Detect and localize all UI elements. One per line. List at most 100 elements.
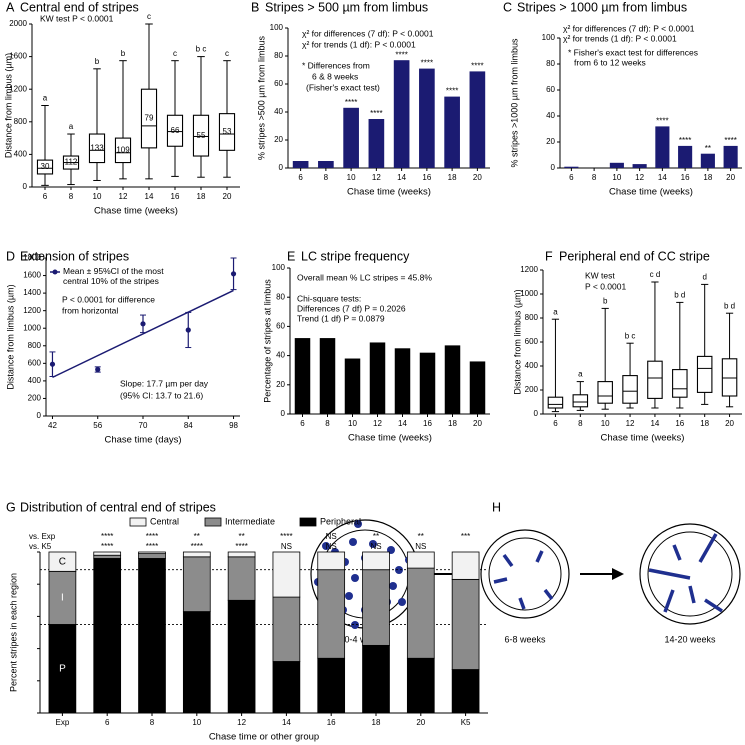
y-axis-label: Distance from limbus (µm)	[512, 289, 522, 394]
arrow-head	[612, 568, 624, 580]
annotation: P < 0.0001	[585, 281, 626, 291]
y-tick-label: 0	[551, 163, 556, 172]
bar-segment	[362, 569, 390, 646]
bar-segment	[272, 551, 301, 598]
y-tick-label: 400	[14, 150, 28, 159]
y-tick-label: 1200	[23, 306, 41, 315]
annotation: * Differences from	[302, 60, 370, 70]
point	[95, 366, 101, 373]
x-tick-label: 42	[48, 421, 57, 430]
group-letter: c	[225, 49, 229, 58]
significance: ****	[345, 98, 357, 107]
y-tick-label: 80	[276, 292, 285, 301]
box	[696, 355, 713, 393]
box	[88, 133, 106, 164]
x-tick-label: Exp	[56, 718, 70, 727]
group-letter: d	[702, 273, 706, 282]
y-tick-label: 20	[546, 137, 555, 146]
x-tick-label: 16	[681, 173, 690, 182]
box	[721, 358, 738, 397]
box	[547, 396, 564, 409]
y-axis-label: Percentage of stripes at limbus	[262, 279, 272, 403]
group-letter: b	[603, 297, 608, 306]
y-tick-label: 400	[525, 361, 539, 370]
x-tick-label: 6	[300, 419, 305, 428]
comparison-label: NS	[415, 542, 426, 551]
bar-segment	[362, 551, 390, 571]
annotation: 6 & 8 weeks	[312, 71, 358, 81]
x-tick-label: 8	[150, 718, 155, 727]
bar	[678, 145, 693, 168]
x-axis-label: Chase time (weeks)	[347, 187, 431, 198]
group-letter: b d	[674, 291, 685, 300]
legend-marker	[52, 269, 58, 275]
box-label: 112	[65, 158, 78, 167]
bar	[294, 338, 311, 414]
bar-segment	[406, 567, 435, 659]
box	[572, 394, 589, 408]
bar-segment	[227, 599, 256, 714]
significance: ****	[656, 117, 668, 126]
significance: ****	[471, 62, 483, 71]
annotation: Trend (1 df) P = 0.0879	[297, 313, 385, 323]
bar-segment	[182, 551, 211, 558]
x-tick-label: 16	[675, 419, 684, 428]
group-letter: b	[121, 49, 126, 58]
y-axis-label: Distance from limbus (µm)	[3, 53, 13, 158]
x-tick-label: 84	[184, 421, 193, 430]
y-tick-label: 40	[276, 351, 285, 360]
y-tick-label: 80	[274, 51, 283, 60]
y-tick-label: 80	[546, 59, 555, 68]
bar-segment	[93, 554, 122, 559]
bar	[419, 68, 435, 168]
significance: ****	[679, 136, 691, 145]
bar	[564, 166, 579, 168]
bar-segment	[138, 558, 166, 714]
bar	[318, 161, 334, 168]
y-tick-label: 1000	[23, 323, 41, 332]
x-tick-label: 6	[105, 718, 110, 727]
box-label: 109	[116, 145, 130, 154]
comparison-label: **	[238, 532, 244, 541]
x-axis-label: Chase time (weeks)	[601, 433, 685, 444]
legend-entry: Mean ± 95%CI of the most central 10% of …	[63, 266, 164, 286]
bar	[469, 361, 486, 414]
point	[49, 361, 56, 367]
group-letter: c	[173, 49, 177, 58]
y-tick-label: 1000	[520, 289, 538, 298]
group-letter: b d	[724, 301, 735, 310]
y-axis-label: Percent stripes in each region	[8, 573, 18, 692]
bar	[394, 348, 411, 414]
x-tick-label: 10	[93, 192, 102, 201]
annotation: Chi-square tests:	[297, 293, 361, 303]
group-letter: b c	[196, 45, 207, 54]
annotation: χ² for differences (7 df): P < 0.0001	[302, 28, 434, 38]
bar	[655, 126, 670, 168]
group-letter: a	[578, 370, 583, 379]
panel-letter: A	[6, 0, 15, 14]
comparison-name: vs. K5	[29, 542, 52, 551]
bar-segment	[93, 551, 122, 556]
y-tick-label: 800	[14, 117, 28, 126]
x-tick-label: 8	[324, 173, 329, 182]
y-tick-label: 100	[270, 23, 284, 32]
bar-segment	[451, 551, 480, 580]
legend-label: Intermediate	[225, 516, 275, 526]
point	[185, 327, 191, 333]
box	[140, 88, 158, 149]
bar-segment	[182, 556, 211, 612]
y-tick-label: 1600	[23, 271, 41, 280]
panel-title: Peripheral end of CC stripe	[559, 249, 710, 263]
comparison-label: ****	[235, 542, 247, 551]
bar	[343, 107, 359, 168]
fit-line	[52, 289, 234, 379]
comparison-label: ****	[280, 532, 292, 541]
x-tick-label: 20	[725, 419, 734, 428]
x-tick-label: 18	[703, 173, 712, 182]
panel-title: Stripes > 1000 µm from limbus	[517, 0, 687, 14]
panel-letter: C	[503, 0, 512, 14]
comparison-label: ****	[191, 542, 203, 551]
comparison-label: NS	[326, 532, 337, 541]
group-letter: a	[69, 122, 74, 131]
y-tick-label: 1600	[9, 52, 27, 61]
